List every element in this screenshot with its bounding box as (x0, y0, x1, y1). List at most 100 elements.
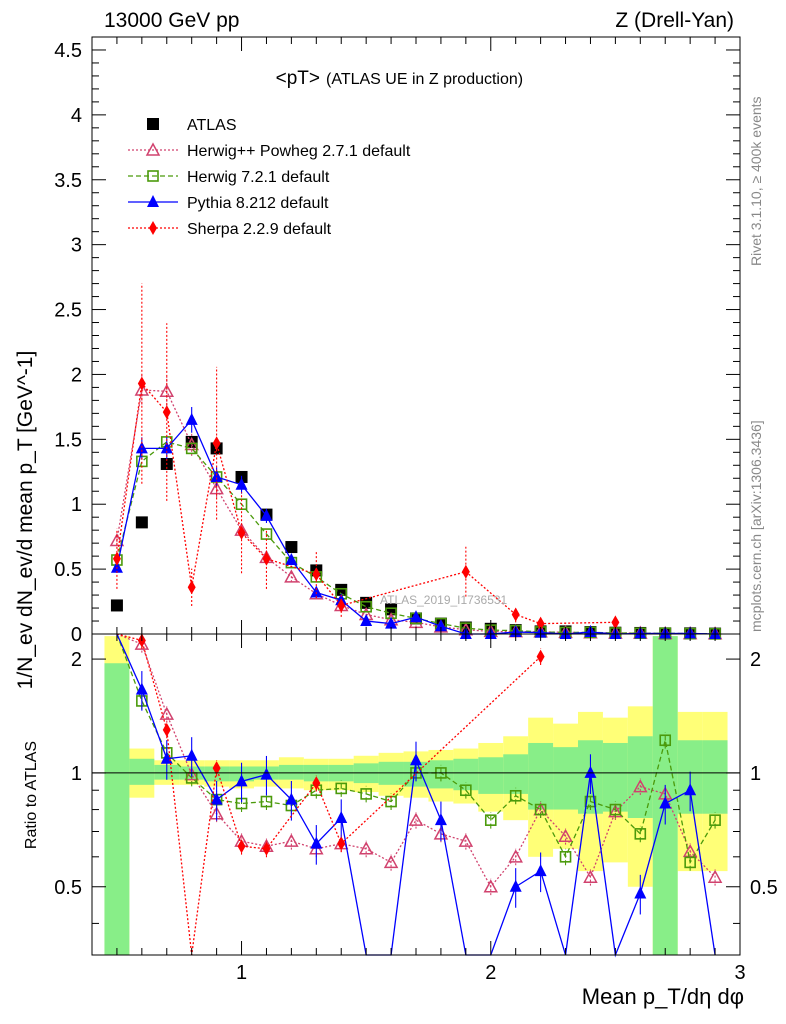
legend: ATLAS Herwig++ Powheg 2.7.1 default Herwig… (128, 117, 411, 238)
legend-marker-herwig7 (147, 170, 159, 182)
data-point-pythia (185, 412, 198, 425)
ratio-point-pythia (310, 836, 323, 849)
data-point-pythia (285, 553, 298, 566)
ratio-point-herwigpp (583, 869, 598, 883)
ratio-point-herwigpp (159, 706, 175, 720)
band-inner-bin (129, 758, 155, 785)
data-point-pythia (310, 585, 323, 598)
y-tick-label-ratio-right: 2 (750, 649, 761, 671)
y-tick-label-main: 3 (71, 235, 82, 257)
band-inner-bin (627, 736, 653, 818)
y-tick-label-main: 1.5 (54, 429, 82, 451)
axes-ticks: 1 2 3 0 0.5 1 1.5 2 2.5 3 3.5 4 4.5 0.5 0.5 1 1 2 2 (54, 36, 778, 984)
y-tick-label-ratio: 2 (71, 649, 82, 671)
watermark: ATLAS_2019_I1736531 (380, 593, 508, 607)
ratio-point-pythia (210, 792, 223, 805)
ratio-point-pythia (260, 767, 273, 780)
data-point-pythia (385, 616, 398, 629)
data-point-pythia (210, 469, 223, 482)
legend-label-herwigpp: Herwig++ Powheg 2.7.1 default (187, 143, 411, 160)
band-inner-bin (428, 760, 454, 789)
ratio-point-pythia (434, 813, 447, 826)
ratio-point-pythia (235, 774, 248, 787)
ratio-point-sherpa (162, 722, 171, 737)
y-tick-label-main: 0 (71, 624, 82, 646)
band-inner-bin (278, 764, 304, 780)
data-point-sherpa (611, 615, 620, 630)
ratio-point-herwigpp (558, 828, 573, 843)
ratio-point-pythia (659, 796, 672, 809)
data-point-sherpa (212, 436, 221, 451)
ratio-point-herwig7 (335, 782, 348, 795)
legend-marker-atlas (147, 118, 159, 130)
ratio-point-pythia (335, 810, 348, 823)
data-point-atlas (135, 516, 148, 529)
ratio-point-herwig7 (559, 851, 572, 863)
legend-label-atlas: ATLAS (187, 117, 237, 134)
ratio-point-sherpa (337, 836, 346, 851)
ratio-point-herwig7 (534, 803, 547, 816)
ratio-point-herwigpp (508, 849, 523, 863)
data-point-atlas (285, 541, 298, 554)
ratio-point-herwigpp (633, 779, 648, 793)
data-point-atlas (335, 583, 348, 596)
side-label-mcplots: mcplots.cern.ch [arXiv:1306.3436] (748, 420, 764, 632)
data-point-pythia (235, 477, 248, 490)
ratio-point-herwigpp (358, 841, 374, 855)
header-left: 13000 GeV pp (104, 9, 239, 32)
ratio-point-pythia (285, 792, 298, 805)
data-point-sherpa (312, 567, 321, 582)
ratio-point-herwigpp (408, 812, 424, 826)
data-point-sherpa (461, 564, 470, 579)
band-inner-bin (553, 747, 578, 810)
legend-entry-sherpa: Sherpa 2.2.9 default (128, 221, 332, 238)
legend-entry-herwig7: Herwig 7.2.1 default (128, 169, 330, 186)
data-point-pythia (260, 508, 273, 521)
ratio-point-herwig7 (709, 814, 721, 826)
chart-title: <pT> (276, 68, 320, 89)
data-point-herwigpp (109, 532, 125, 547)
data-point-herwig7 (360, 600, 372, 613)
ratio-point-herwig7 (509, 789, 522, 802)
x-tick-label: 3 (734, 962, 745, 984)
legend-entry-herwigpp: Herwig++ Powheg 2.7.1 default (128, 142, 411, 160)
ratio-point-pythia (135, 682, 148, 695)
ratio-point-pythia (684, 783, 697, 796)
data-point-pythia (410, 610, 422, 623)
ratio-point-herwig7 (584, 795, 597, 808)
data-point-herwigpp (284, 569, 299, 583)
ratio-point-herwigpp (458, 833, 474, 847)
ratio-point-herwigpp (682, 843, 698, 858)
ratio-point-herwig7 (460, 784, 472, 797)
band-inner-bin (528, 742, 554, 810)
data-point-pythia (360, 614, 373, 627)
ratio-point-pythia (534, 864, 547, 877)
legend-label-pythia: Pythia 8.212 default (187, 195, 329, 212)
data-point-sherpa (112, 551, 121, 566)
data-point-sherpa (187, 580, 196, 595)
ratio-point-herwigpp (134, 636, 150, 650)
ratio-point-sherpa (237, 839, 246, 854)
y-tick-label-main: 1 (71, 494, 82, 516)
ratio-ylabel: Ratio to ATLAS (23, 741, 40, 849)
ratio-point-pythia (185, 748, 198, 761)
header-right: Z (Drell-Yan) (615, 9, 734, 32)
data-point-pythia (434, 619, 447, 632)
ratio-point-sherpa (262, 841, 271, 856)
ratio-line-sherpa (116, 633, 542, 956)
series-atlas (110, 435, 722, 640)
ratio-point-herwig7 (634, 828, 647, 840)
ratio-point-herwigpp (383, 854, 399, 869)
y-tick-label-ratio-right: 1 (750, 763, 761, 785)
legend-label-sherpa: Sherpa 2.2.9 default (187, 221, 332, 238)
legend-entry-atlas: ATLAS (147, 117, 237, 134)
side-label-rivet: Rivet 3.1.10, ≥ 400k events (748, 96, 764, 266)
data-point-atlas (110, 599, 123, 612)
ratio-point-pythia (584, 765, 597, 778)
chart-subtitle: (ATLAS UE in Z production) (326, 71, 523, 88)
ratio-point-pythia (634, 886, 647, 899)
data-point-herwig7 (185, 442, 198, 455)
band-inner-bin (478, 757, 504, 794)
main-panel-series (109, 283, 723, 640)
